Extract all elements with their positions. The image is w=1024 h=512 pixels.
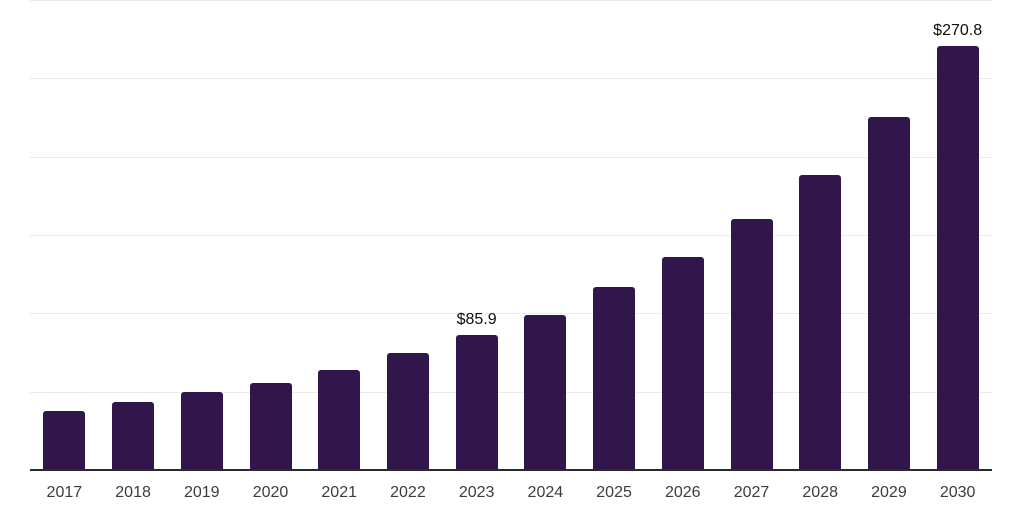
gridline-200 xyxy=(30,156,992,158)
x-axis-line xyxy=(30,469,992,471)
bar-2028 xyxy=(799,174,842,470)
data-label-2030: $270.8 xyxy=(933,21,983,39)
x-tick-label-2025: 2025 xyxy=(596,484,632,501)
bar-2019 xyxy=(180,391,223,470)
bar-2023 xyxy=(455,335,498,470)
bar-2027 xyxy=(730,219,773,470)
gridline-150 xyxy=(30,235,992,236)
bar-2022 xyxy=(386,353,429,470)
data-label-2023: $85.9 xyxy=(456,311,497,329)
x-tick-label-2027: 2027 xyxy=(733,484,770,501)
plot-area: $85.9 $270.8 xyxy=(30,0,992,470)
x-tick-label-2028: 2028 xyxy=(802,484,838,501)
gridline-300 xyxy=(30,0,992,1)
x-tick-label-2024: 2024 xyxy=(527,484,564,501)
bar-2026 xyxy=(661,256,704,470)
x-tick-label-2023: 2023 xyxy=(458,484,495,501)
x-tick-label-2019: 2019 xyxy=(183,484,220,501)
bar-2029 xyxy=(867,116,910,470)
x-tick-label-2022: 2022 xyxy=(390,484,426,501)
bar-2021 xyxy=(318,369,361,470)
x-tick-label-2030: 2030 xyxy=(939,484,976,501)
gridline-250 xyxy=(30,78,992,80)
gridline-100 xyxy=(30,313,992,315)
x-tick-label-2026: 2026 xyxy=(664,484,701,501)
bar-2018 xyxy=(112,402,155,470)
gridline-50 xyxy=(30,391,992,393)
bar-2030 xyxy=(936,45,979,470)
bar-2024 xyxy=(524,314,567,470)
x-tick-label-2017: 2017 xyxy=(46,484,83,501)
bar-2020 xyxy=(249,382,292,470)
bar-2017 xyxy=(43,410,86,470)
x-tick-label-2021: 2021 xyxy=(321,484,357,501)
bar-2025 xyxy=(593,287,636,470)
x-tick-label-2018: 2018 xyxy=(115,484,151,501)
x-tick-label-2020: 2020 xyxy=(252,484,289,501)
x-tick-label-2029: 2029 xyxy=(871,484,907,501)
